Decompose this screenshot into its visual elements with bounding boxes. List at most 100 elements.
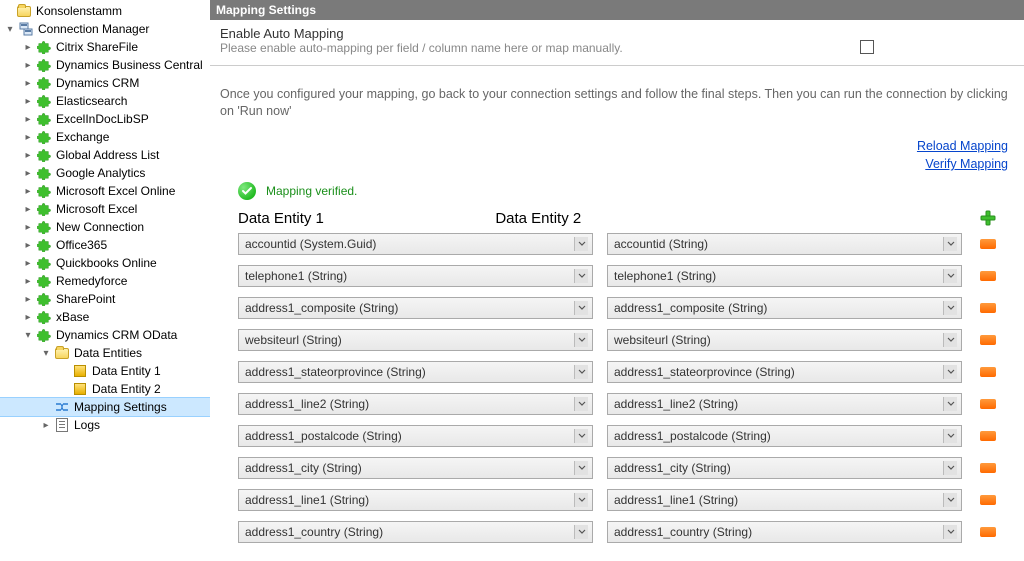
verify-mapping-link[interactable]: Verify Mapping [210, 155, 1008, 174]
delete-row-button[interactable] [980, 303, 996, 313]
entity2-field-select[interactable]: address1_line1 (String) [607, 489, 962, 511]
cube-icon [72, 381, 88, 397]
expander-icon[interactable]: ▸ [22, 221, 34, 233]
tree-entity-1[interactable]: Data Entity 1 [0, 362, 210, 380]
tree-label: Microsoft Excel [56, 202, 137, 216]
enable-title: Enable Auto Mapping [220, 26, 860, 41]
delete-row-button[interactable] [980, 527, 996, 537]
puzzle-icon [36, 237, 52, 253]
tree-connection[interactable]: ▸Dynamics Business Central [0, 56, 210, 74]
mapping-row: address1_line2 (String) address1_line2 (S… [238, 393, 996, 415]
tree-connection[interactable]: ▸SharePoint [0, 290, 210, 308]
reload-mapping-link[interactable]: Reload Mapping [210, 137, 1008, 156]
tree-data-entities[interactable]: ▾ Data Entities [0, 344, 210, 362]
expander-icon[interactable]: ▸ [22, 131, 34, 143]
delete-row-button[interactable] [980, 367, 996, 377]
puzzle-icon [36, 273, 52, 289]
expander-icon[interactable]: ▸ [22, 311, 34, 323]
entity1-field-select[interactable]: address1_line2 (String) [238, 393, 593, 415]
mapping-row: accountid (System.Guid) accountid (String… [238, 233, 996, 255]
expander-icon[interactable]: ▸ [22, 275, 34, 287]
expander-icon[interactable]: ▸ [22, 203, 34, 215]
expander-icon[interactable]: ▸ [22, 41, 34, 53]
expander-icon[interactable]: ▾ [40, 347, 52, 359]
entity2-field-select[interactable]: websiteurl (String) [607, 329, 962, 351]
enable-auto-mapping-checkbox[interactable] [860, 40, 874, 54]
tree-connection[interactable]: ▸ Microsoft Excel [0, 200, 210, 218]
tree-connection-open[interactable]: ▾ Dynamics CRM OData [0, 326, 210, 344]
tree-connection[interactable]: ▸Office365 [0, 236, 210, 254]
expander-icon[interactable]: ▸ [22, 293, 34, 305]
tree-connection[interactable]: ▸ Dynamics CRM [0, 74, 210, 92]
chevron-down-icon [574, 429, 588, 443]
tree-entity-2[interactable]: Data Entity 2 [0, 380, 210, 398]
entity2-field-select[interactable]: telephone1 (String) [607, 265, 962, 287]
tree-connection[interactable]: ▸Google Analytics [0, 164, 210, 182]
entity2-field-select[interactable]: address1_postalcode (String) [607, 425, 962, 447]
entity2-field-select[interactable]: address1_composite (String) [607, 297, 962, 319]
tree-connection[interactable]: ▸ Global Address List [0, 146, 210, 164]
expander-icon[interactable]: ▾ [4, 23, 16, 35]
entity1-field-select[interactable]: address1_composite (String) [238, 297, 593, 319]
chevron-down-icon [943, 493, 957, 507]
expander-icon[interactable]: ▸ [22, 185, 34, 197]
entity1-field-select[interactable]: websiteurl (String) [238, 329, 593, 351]
expander-icon[interactable]: ▸ [40, 419, 52, 431]
entity2-field-select[interactable]: accountid (String) [607, 233, 962, 255]
tree-connection[interactable]: ▸ExcelInDocLibSP [0, 110, 210, 128]
chevron-down-icon [943, 333, 957, 347]
selected-value: address1_line2 (String) [245, 397, 574, 411]
tree-mapping-settings[interactable]: Mapping Settings [0, 398, 210, 416]
chevron-down-icon [943, 237, 957, 251]
tree-connection[interactable]: ▸Exchange [0, 128, 210, 146]
entity1-field-select[interactable]: address1_city (String) [238, 457, 593, 479]
expander-icon[interactable]: ▸ [22, 239, 34, 251]
add-row-button[interactable] [980, 210, 996, 226]
expander-icon[interactable]: ▸ [22, 77, 34, 89]
puzzle-icon [36, 165, 52, 181]
delete-row-button[interactable] [980, 335, 996, 345]
entity2-field-select[interactable]: address1_line2 (String) [607, 393, 962, 415]
server-icon [18, 21, 34, 37]
tree-connection[interactable]: ▸ Quickbooks Online [0, 254, 210, 272]
tree-connection[interactable]: ▸Elasticsearch [0, 92, 210, 110]
mapping-row: telephone1 (String) telephone1 (String) [238, 265, 996, 287]
tree-label: Dynamics CRM [56, 76, 139, 90]
delete-row-button[interactable] [980, 463, 996, 473]
tree-logs[interactable]: ▸ Logs [0, 416, 210, 434]
entity1-field-select[interactable]: address1_postalcode (String) [238, 425, 593, 447]
expander-icon[interactable]: ▸ [22, 149, 34, 161]
entity1-field-select[interactable]: address1_line1 (String) [238, 489, 593, 511]
delete-row-button[interactable] [980, 239, 996, 249]
entity2-field-select[interactable]: address1_country (String) [607, 521, 962, 543]
entity1-field-select[interactable]: telephone1 (String) [238, 265, 593, 287]
tree-connection[interactable]: ▸xBase [0, 308, 210, 326]
expander-icon[interactable]: ▾ [22, 329, 34, 341]
delete-row-button[interactable] [980, 399, 996, 409]
expander-icon[interactable]: ▸ [22, 257, 34, 269]
chevron-down-icon [943, 397, 957, 411]
puzzle-icon [36, 129, 52, 145]
delete-row-button[interactable] [980, 431, 996, 441]
entity1-field-select[interactable]: address1_country (String) [238, 521, 593, 543]
tree-connection[interactable]: ▸Citrix ShareFile [0, 38, 210, 56]
tree-connection[interactable]: ▸Microsoft Excel Online [0, 182, 210, 200]
expander-icon[interactable]: ▸ [22, 95, 34, 107]
puzzle-icon [36, 219, 52, 235]
expander-icon[interactable]: ▸ [22, 113, 34, 125]
expander-icon[interactable]: ▸ [22, 167, 34, 179]
tree-connection[interactable]: ▸Remedyforce [0, 272, 210, 290]
entity1-field-select[interactable]: accountid (System.Guid) [238, 233, 593, 255]
tree-connection-manager[interactable]: ▾ Connection Manager [0, 20, 210, 38]
tree-label: Global Address List [56, 148, 159, 162]
delete-row-button[interactable] [980, 271, 996, 281]
tree-label: Quickbooks Online [56, 256, 157, 270]
entity2-field-select[interactable]: address1_stateorprovince (String) [607, 361, 962, 383]
entity2-field-select[interactable]: address1_city (String) [607, 457, 962, 479]
entity1-field-select[interactable]: address1_stateorprovince (String) [238, 361, 593, 383]
delete-row-button[interactable] [980, 495, 996, 505]
expander-icon[interactable]: ▸ [22, 59, 34, 71]
tree-root[interactable]: Konsolenstamm [0, 2, 210, 20]
folder-icon [54, 345, 70, 361]
tree-connection[interactable]: ▸New Connection [0, 218, 210, 236]
